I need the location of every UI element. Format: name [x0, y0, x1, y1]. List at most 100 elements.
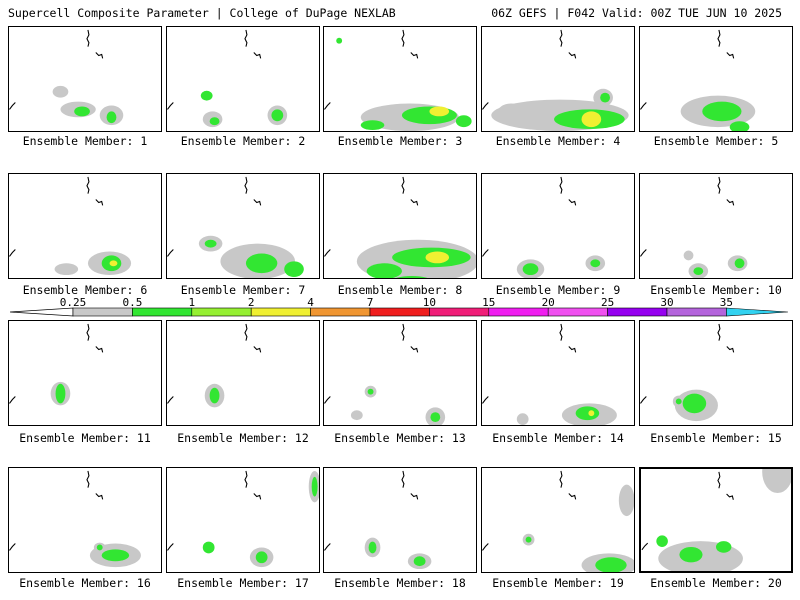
coastline	[726, 52, 735, 59]
ensemble-member-panel[interactable]	[323, 320, 477, 426]
colorbar-segment	[607, 307, 668, 317]
ensemble-member-panel[interactable]	[166, 173, 320, 279]
coastline	[640, 396, 647, 404]
scp-contour	[702, 101, 742, 122]
panel-label: Ensemble Member: 6	[22, 283, 148, 297]
parameter-map	[640, 176, 748, 278]
ensemble-member-panel[interactable]	[323, 26, 477, 132]
ensemble-member-panel[interactable]	[8, 320, 162, 426]
colorbar-segment	[132, 307, 193, 317]
coastline	[401, 176, 405, 194]
scp-contour	[202, 541, 215, 554]
scp-contour	[255, 551, 268, 564]
coastline	[640, 249, 647, 257]
coastline	[726, 346, 735, 353]
coastline	[253, 346, 262, 353]
colorbar-tick-label: 4	[307, 296, 314, 309]
ensemble-member-panel[interactable]	[639, 173, 793, 279]
colorbar-tick-label: 30	[660, 296, 673, 309]
coastline	[482, 396, 489, 404]
scp-contour	[425, 251, 450, 264]
coastline	[482, 543, 489, 551]
valid-time: 06Z GEFS | F042 Valid: 00Z TUE JUN 10 20…	[491, 6, 782, 20]
scp-contour	[271, 109, 284, 122]
parameter-map	[9, 470, 141, 568]
color-legend: 0.25 0.5 1 2 4 7 10 15 20 25 30 35	[10, 296, 790, 322]
scp-contour	[200, 90, 213, 101]
scp-contour	[413, 556, 426, 567]
coastline	[167, 249, 174, 257]
colorbar-segment	[369, 307, 430, 317]
parameter-map	[482, 323, 617, 425]
colorbar-segment	[310, 307, 371, 317]
colorbar-segment	[547, 307, 608, 317]
scp-contour	[368, 541, 377, 554]
ensemble-member-panel[interactable]	[323, 467, 477, 573]
colorbar-max-arrow	[726, 307, 789, 317]
ensemble-member-panel[interactable]	[8, 26, 162, 132]
coastline	[324, 543, 331, 551]
coastline	[401, 323, 405, 341]
scp-contour	[581, 111, 602, 128]
panel-label: Ensemble Member: 14	[492, 431, 624, 445]
coastline	[324, 249, 331, 257]
panel-label: Ensemble Member: 11	[19, 431, 151, 445]
colorbar-segment	[666, 307, 727, 317]
ensemble-member-panel[interactable]	[639, 467, 793, 573]
ensemble-member-panel[interactable]	[481, 26, 635, 132]
colorbar-segment	[488, 307, 549, 317]
ensemble-member-panel[interactable]	[639, 26, 793, 132]
coastline	[559, 29, 563, 47]
ensemble-member-panel[interactable]	[166, 26, 320, 132]
coastline	[410, 199, 419, 206]
colorbar-tick-label: 0.5	[122, 296, 142, 309]
coastline	[95, 199, 104, 206]
panel-label: Ensemble Member: 3	[337, 134, 463, 148]
parameter-map	[324, 176, 476, 278]
ensemble-member-panel[interactable]	[481, 320, 635, 426]
coastline	[559, 176, 563, 194]
plot-title: Supercell Composite Parameter | College …	[8, 6, 396, 20]
colorbar-segment	[250, 307, 311, 317]
scp-contour	[675, 398, 682, 405]
coastline	[568, 346, 577, 353]
colorbar-tick-label: 2	[248, 296, 255, 309]
colorbar-tick-label: 10	[423, 296, 436, 309]
coastline	[401, 470, 405, 488]
ensemble-member-panel[interactable]	[8, 467, 162, 573]
scp-contour	[682, 393, 707, 414]
scp-contour	[209, 117, 220, 126]
ensemble-member-panel[interactable]	[8, 173, 162, 279]
colorbar-segment	[191, 307, 252, 317]
colorbar-segment	[72, 307, 133, 317]
ensemble-member-panel[interactable]	[323, 173, 477, 279]
parameter-map	[640, 323, 735, 422]
colorbar-tick-label: 0.25	[60, 296, 87, 309]
coastline	[717, 176, 721, 194]
parameter-map	[9, 29, 124, 126]
panel-label: Ensemble Member: 18	[334, 576, 466, 590]
scp-contour	[311, 476, 318, 497]
panel-label: Ensemble Member: 19	[492, 576, 624, 590]
scp-contour	[55, 383, 66, 404]
coastline	[86, 29, 90, 47]
parameter-map	[324, 470, 432, 570]
ensemble-member-panel[interactable]	[166, 467, 320, 573]
scp-contour	[429, 106, 450, 117]
parameter-map	[324, 29, 472, 131]
scp-contour	[590, 259, 601, 268]
parameter-map	[640, 29, 756, 131]
ensemble-member-panel[interactable]	[639, 320, 793, 426]
scp-contour	[336, 37, 343, 44]
scp-contour	[101, 549, 130, 562]
coastline	[482, 102, 489, 110]
scp-contour	[360, 120, 385, 131]
ensemble-member-panel[interactable]	[481, 173, 635, 279]
scp-contour	[618, 484, 634, 517]
parameter-map	[482, 176, 606, 278]
ensemble-member-panel[interactable]	[166, 320, 320, 426]
parameter-map	[9, 176, 132, 276]
ensemble-member-panel[interactable]	[481, 467, 635, 573]
panel-label: Ensemble Member: 4	[495, 134, 621, 148]
colorbar-tick-label: 7	[367, 296, 374, 309]
